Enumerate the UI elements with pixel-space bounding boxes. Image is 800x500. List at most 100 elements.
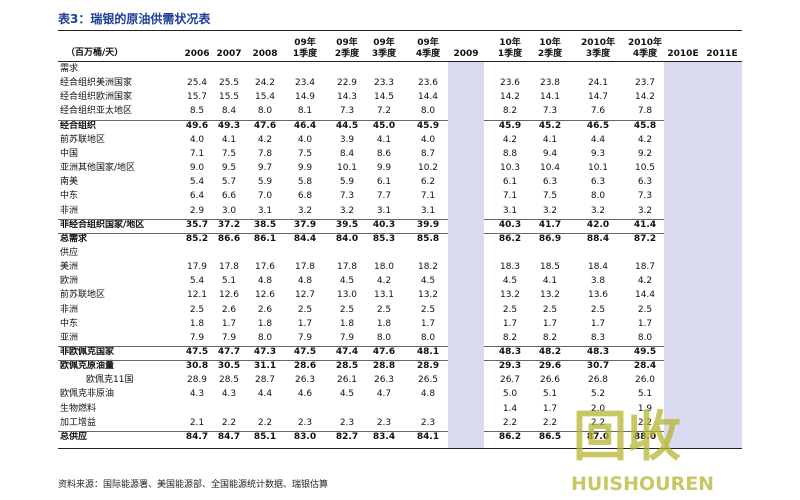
- cell: 9.4: [542, 148, 558, 159]
- cell: 1.8: [376, 318, 392, 329]
- column-shade: [702, 62, 742, 449]
- cell: 8.1: [297, 106, 313, 117]
- cell: 2.5: [376, 304, 392, 315]
- cell: 26.3: [373, 375, 395, 386]
- cell: 83.4: [372, 431, 396, 442]
- cell: 13.2: [539, 290, 561, 301]
- cell: 7.6: [590, 106, 606, 117]
- cell: 5.8: [297, 177, 313, 188]
- cell: 86.9: [538, 233, 562, 244]
- cell: 1.8: [339, 318, 355, 329]
- cell: 4.6: [297, 389, 313, 400]
- watermark: 回收 HUISHOUREN: [565, 400, 745, 495]
- cell: 42.0: [586, 219, 610, 230]
- cell: 28.8: [372, 361, 396, 372]
- cell: 3.1: [502, 205, 518, 216]
- cell: 82.7: [335, 431, 359, 442]
- cell: 45.9: [498, 120, 522, 131]
- cell: 8.2: [502, 332, 518, 343]
- cell: 4.1: [542, 276, 558, 287]
- cell: 83.0: [293, 431, 317, 442]
- cell: 47.6: [253, 120, 277, 131]
- cell: 28.5: [218, 375, 240, 386]
- row-label: 亚洲: [60, 332, 79, 343]
- cell: 48.3: [498, 347, 522, 357]
- cell: 47.5: [293, 347, 317, 357]
- cell: 23.6: [499, 78, 521, 89]
- cell: 26.5: [417, 375, 439, 386]
- column-header: 10年 1季度: [497, 38, 523, 59]
- cell: 7.5: [542, 191, 558, 202]
- cell: 5.1: [221, 276, 237, 287]
- cell: 84.7: [185, 431, 209, 442]
- cell: 9.0: [189, 163, 205, 174]
- cell: 7.9: [297, 332, 313, 343]
- cell: 3.0: [221, 205, 237, 216]
- column-header: （百万桶/天）: [66, 48, 124, 58]
- row-rule: [58, 346, 742, 347]
- cell: 7.1: [189, 148, 205, 159]
- cell: 5.9: [257, 177, 273, 188]
- cell: 31.1: [253, 361, 277, 372]
- column-header: 2008: [252, 49, 278, 59]
- cell: 8.0: [420, 106, 436, 117]
- cell: 1.7: [297, 318, 313, 329]
- cell: 7.3: [339, 106, 355, 117]
- row-label: 欧佩克非原油: [60, 389, 115, 400]
- cell: 40.3: [372, 219, 396, 230]
- cell: 49.5: [633, 347, 657, 357]
- row-rule: [58, 430, 742, 432]
- cell: 17.8: [294, 262, 316, 273]
- cell: 5.0: [502, 389, 518, 400]
- cell: 15.4: [254, 92, 276, 103]
- cell: 1.7: [542, 403, 558, 414]
- cell: 26.7: [499, 375, 521, 386]
- cell: 8.0: [637, 332, 653, 343]
- cell: 85.1: [253, 431, 277, 442]
- cell: 47.3: [253, 347, 277, 357]
- cell: 2.5: [189, 304, 205, 315]
- column-header: 2006: [184, 49, 210, 59]
- cell: 18.7: [634, 262, 656, 273]
- cell: 84.4: [293, 233, 317, 244]
- cell: 7.9: [339, 332, 355, 343]
- cell: 17.6: [254, 262, 276, 273]
- cell: 14.4: [417, 92, 439, 103]
- cell: 14.1: [539, 92, 561, 103]
- cell: 8.7: [420, 148, 436, 159]
- cell: 3.9: [339, 134, 355, 145]
- row-rule: [58, 218, 742, 220]
- cell: 6.8: [297, 191, 313, 202]
- cell: 8.3: [590, 332, 606, 343]
- cell: 1.7: [420, 318, 436, 329]
- cell: 12.6: [254, 290, 276, 301]
- cell: 44.5: [335, 120, 359, 131]
- row-label: 非洲: [60, 205, 79, 216]
- table-title: 表3：瑞银的原油供需状况表: [58, 12, 211, 26]
- cell: 1.4: [502, 403, 518, 414]
- cell: 8.6: [376, 148, 392, 159]
- row-label: 经合组织美洲国家: [60, 78, 133, 89]
- cell: 29.3: [498, 361, 522, 372]
- cell: 5.1: [542, 389, 558, 400]
- cell: 40.3: [498, 219, 522, 230]
- cell: 2.5: [637, 304, 653, 315]
- cell: 88.0: [633, 431, 657, 442]
- cell: 6.3: [637, 177, 653, 188]
- cell: 4.3: [221, 389, 237, 400]
- cell: 1.7: [590, 318, 606, 329]
- cell: 6.2: [420, 177, 436, 188]
- cell: 18.5: [539, 262, 561, 273]
- cell: 4.1: [376, 134, 392, 145]
- cell: 15.5: [218, 92, 240, 103]
- cell: 2.3: [420, 417, 436, 428]
- cell: 4.1: [542, 134, 558, 145]
- cell: 30.8: [185, 361, 209, 372]
- cell: 6.3: [590, 177, 606, 188]
- cell: 1.9: [637, 403, 653, 414]
- cell: 23.3: [373, 78, 395, 89]
- cell: 4.4: [257, 389, 273, 400]
- rule: [58, 61, 742, 62]
- cell: 5.4: [189, 276, 205, 287]
- row-label: 中东: [60, 191, 79, 202]
